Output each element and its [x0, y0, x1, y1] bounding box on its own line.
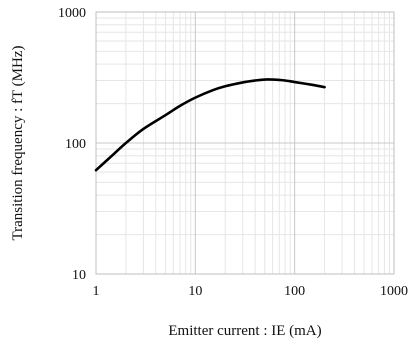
x-tick-label: 1000 [380, 284, 408, 299]
series-line [94, 78, 326, 172]
y-tick-label: 100 [65, 137, 86, 152]
x-axis-tick-labels: 1 10 100 1000 [93, 284, 409, 299]
x-axis-label: Emitter current : IE (mA) [168, 323, 321, 339]
plot-area-frame [95, 11, 395, 275]
y-axis-label: Transition frequency : fT (MHz) [10, 46, 26, 241]
y-tick-label: 1000 [58, 6, 86, 21]
x-tick-label: 1 [93, 284, 100, 299]
x-tick-label: 100 [284, 284, 305, 299]
series-layer [94, 78, 326, 172]
y-axis-tick-labels: 10 100 1000 [58, 6, 86, 283]
y-tick-label: 10 [72, 268, 86, 283]
x-tick-label: 10 [188, 284, 202, 299]
